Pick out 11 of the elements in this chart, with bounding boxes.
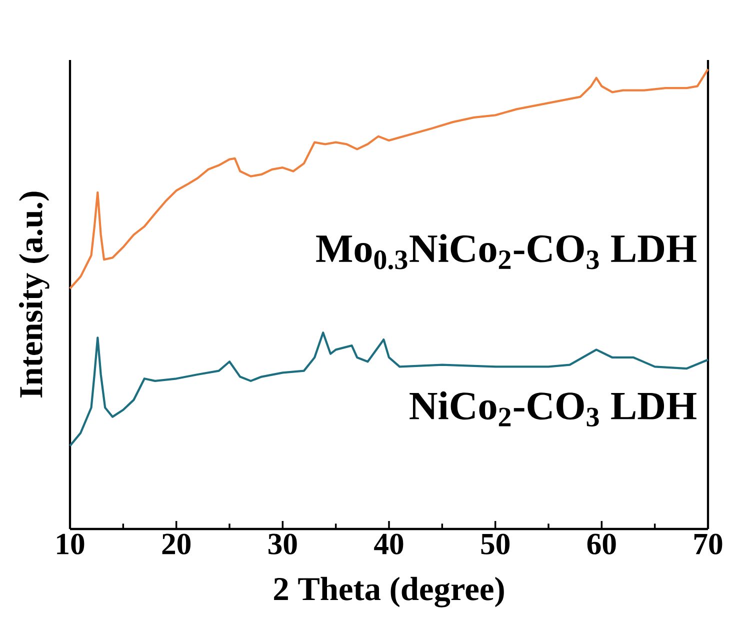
x-tick-label: 40 — [374, 534, 404, 554]
x-tick-label: 50 — [481, 534, 510, 554]
x-tick-label: 60 — [587, 534, 616, 554]
x-axis-title: 2 Theta (degree) — [274, 576, 504, 608]
series-label: NiCo$_{2}$-CO$_{3}$ LDH — [410, 391, 696, 427]
series-label: Mo$_{0.3}$NiCo$_{2}$-CO$_{3}$ LDH — [316, 234, 696, 270]
x-tick-label: 10 — [57, 534, 84, 554]
x-tick-label: 20 — [162, 534, 191, 554]
x-tick-label: 70 — [694, 534, 722, 554]
y-axis-title: Intensity (a.u.) — [18, 192, 50, 398]
x-tick-label: 30 — [268, 534, 297, 554]
